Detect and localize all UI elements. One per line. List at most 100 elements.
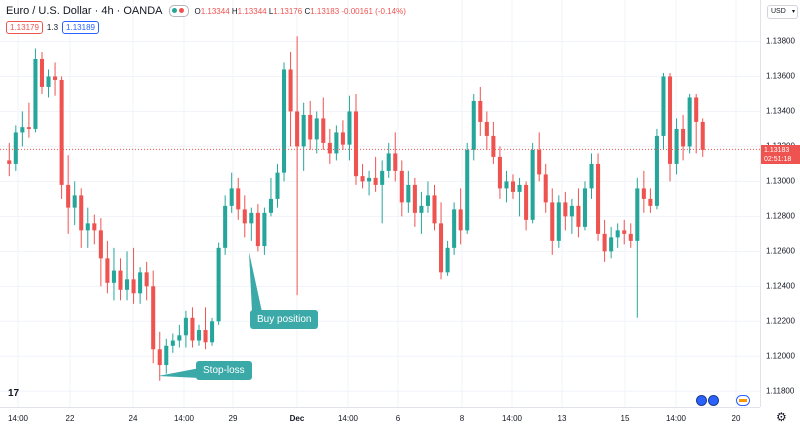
price-tick-label: 1.12000: [766, 351, 795, 361]
compare-buttons: [696, 395, 719, 406]
candle-down: [563, 191, 568, 231]
candlestick-chart[interactable]: [0, 0, 760, 407]
candle-body: [151, 286, 156, 350]
buy-position-callout: Buy position: [250, 310, 319, 329]
candle-body: [288, 69, 293, 112]
candle-up: [445, 240, 450, 276]
stop-callout-pointer: [158, 368, 200, 378]
candle-body: [111, 270, 116, 283]
chart-area[interactable]: [0, 0, 760, 407]
circle-icon[interactable]: [696, 395, 707, 406]
candle-body: [510, 181, 516, 192]
candle-down: [66, 155, 71, 234]
open-label: O: [194, 6, 201, 16]
candle-body: [229, 188, 234, 206]
candle-down: [255, 204, 260, 252]
candle-up: [334, 125, 339, 161]
candle-down: [118, 258, 123, 301]
candle-down: [321, 97, 326, 150]
candle-body: [327, 142, 332, 154]
candle-up: [183, 310, 188, 348]
currency-selector[interactable]: USD ▾: [767, 5, 798, 19]
candle-down: [308, 100, 313, 150]
candle-body: [380, 170, 385, 185]
candle-body: [399, 170, 404, 203]
high-label: H: [231, 6, 238, 16]
candle-down: [439, 202, 444, 280]
candle-body: [125, 279, 130, 290]
candle-body: [406, 184, 411, 203]
scroll-to-realtime-icon[interactable]: [736, 395, 750, 406]
candle-down: [59, 76, 64, 199]
candle-up: [609, 226, 614, 259]
candle-body: [412, 184, 417, 213]
callout-pointers: [158, 252, 262, 378]
candle-body: [674, 128, 679, 164]
time-tick-label: 8: [459, 414, 465, 423]
candle-body: [105, 258, 110, 283]
candle-down: [242, 195, 247, 238]
candle-up: [380, 160, 385, 224]
visibility-toggle-icon[interactable]: [168, 5, 189, 17]
candle-down: [537, 132, 542, 182]
candle-down: [681, 114, 686, 161]
stop-loss-callout: Stop-loss: [196, 361, 252, 380]
candle-down: [491, 121, 496, 164]
candle-body: [170, 340, 175, 346]
price-tick-label: 1.12400: [766, 281, 795, 291]
candle-down: [576, 188, 581, 238]
candle-body: [648, 198, 653, 206]
time-axis[interactable]: 14:00 22 24 14:00 29 Dec 14:00 6 8 14:00 13 15 14:00…: [0, 407, 760, 431]
candle-up: [582, 181, 587, 231]
candle-down: [360, 163, 365, 189]
candle-body: [497, 156, 502, 189]
gear-icon[interactable]: ⚙: [776, 410, 787, 424]
candle-up: [268, 177, 273, 217]
circle-icon[interactable]: [708, 395, 719, 406]
symbol-title[interactable]: Euro / U.S. Dollar · 4h · OANDA: [6, 5, 163, 17]
candle-down: [236, 177, 241, 220]
currency-label: USD: [771, 8, 786, 15]
buy-sell-panel: 1.13179 1.3 1.13189: [6, 21, 99, 34]
candle-up: [216, 242, 221, 325]
candle-body: [321, 118, 326, 143]
candle-body: [131, 279, 136, 294]
sell-price-button[interactable]: 1.13179: [6, 21, 43, 34]
candle-up: [406, 170, 411, 213]
low-value: 1.13176: [273, 6, 303, 16]
candle-up: [33, 48, 38, 133]
candle-body: [347, 111, 352, 145]
candle-body: [236, 188, 241, 210]
candle-body: [458, 209, 463, 231]
candle-body: [556, 202, 561, 241]
candle-body: [360, 176, 365, 182]
candle-up: [504, 170, 509, 203]
candle-up: [262, 207, 267, 255]
candle-body: [484, 121, 489, 136]
price-tick-label: 1.13800: [766, 36, 795, 46]
candle-up: [530, 142, 535, 224]
chevron-down-icon: ▾: [791, 9, 795, 15]
tradingview-logo[interactable]: 17: [8, 388, 20, 399]
candle-down: [478, 86, 483, 136]
candle-body: [334, 132, 339, 154]
candle-body: [563, 202, 568, 217]
candle-body: [144, 272, 149, 287]
price-axis[interactable]: 1.138001.136001.134001.132001.130001.128…: [760, 0, 800, 407]
candle-body: [39, 58, 45, 87]
change-value: -0.00161 (-0.14%): [341, 6, 406, 16]
candle-up: [674, 118, 679, 175]
candle-body: [295, 111, 300, 147]
candle-body: [569, 205, 574, 217]
candle-body: [425, 195, 430, 206]
candle-down: [510, 174, 516, 199]
candle-up: [556, 195, 561, 248]
buy-price-button[interactable]: 1.13189: [62, 21, 99, 34]
candle-body: [98, 230, 103, 259]
candle-body: [33, 58, 38, 129]
candle-up: [569, 198, 574, 234]
candle-down: [700, 118, 705, 157]
candle-up: [20, 111, 25, 147]
time-tick-label: 14:00: [173, 414, 195, 423]
price-tick-label: 1.13600: [766, 71, 795, 81]
